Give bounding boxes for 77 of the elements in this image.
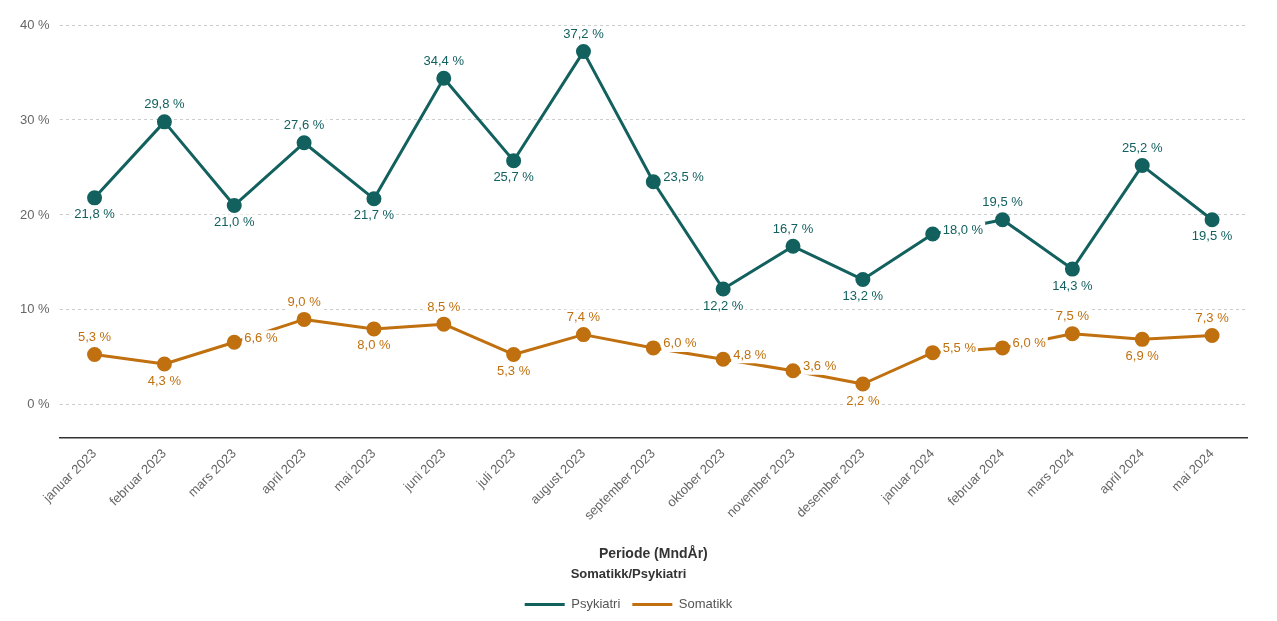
point (226, 334, 242, 350)
data-label: 29,8 % (144, 96, 186, 112)
point (226, 197, 242, 213)
data-label: 25,2 % (1121, 140, 1163, 156)
data-label: 7,5 % (1055, 308, 1090, 324)
data-label: 2,2 % (846, 392, 880, 408)
data-label: 5,3 % (77, 329, 112, 345)
data-label: 25,7 % (493, 169, 535, 185)
point (87, 190, 103, 206)
point (436, 316, 452, 332)
data-label: 7,3 % (1195, 310, 1230, 326)
point (1064, 261, 1080, 277)
data-label: 13,2 % (842, 288, 884, 304)
data-label: 5,5 % (942, 340, 977, 356)
legend-title: Somatikk/Psykiatri (570, 566, 687, 582)
data-label: 23,5 % (663, 169, 705, 185)
data-label: 6,6 % (244, 329, 278, 345)
point (296, 135, 312, 151)
data-label: 37,2 % (563, 26, 605, 42)
point (785, 363, 801, 379)
y-tick-label: 10 % (19, 301, 51, 317)
point (715, 351, 731, 367)
point (995, 340, 1011, 356)
point (925, 345, 941, 361)
point (1204, 328, 1220, 344)
data-label: 12,2 % (702, 297, 744, 313)
point (855, 272, 871, 288)
data-label: 6,0 % (663, 335, 697, 351)
legend-label: Psykiatri (571, 596, 621, 612)
point (1134, 158, 1150, 174)
point (366, 321, 382, 337)
point (87, 347, 103, 363)
data-label: 27,6 % (283, 117, 325, 133)
point (506, 153, 522, 169)
point (575, 44, 591, 60)
point (436, 70, 452, 86)
point (1204, 212, 1220, 228)
point (645, 174, 661, 190)
point (296, 311, 312, 327)
point (925, 226, 941, 242)
data-label: 16,7 % (772, 220, 814, 236)
data-label: 8,5 % (427, 298, 461, 314)
data-label: 8,0 % (357, 337, 391, 353)
point (366, 191, 382, 207)
data-label: 21,7 % (353, 207, 395, 223)
data-label: 4,8 % (733, 346, 767, 362)
data-label: 21,0 % (214, 214, 255, 230)
y-tick-label: 20 % (19, 206, 51, 222)
point (715, 281, 731, 297)
x-axis-title: Periode (MndÅr) (598, 544, 708, 561)
data-label: 5,3 % (497, 363, 531, 379)
data-label: 18,0 % (942, 221, 984, 237)
data-label: 9,0 % (287, 294, 322, 309)
data-label: 19,5 % (1191, 228, 1233, 244)
data-label: 7,4 % (566, 309, 601, 325)
point (156, 114, 172, 130)
data-label: 21,8 % (74, 206, 116, 222)
data-label: 4,3 % (147, 372, 182, 388)
data-label: 19,5 % (982, 194, 1024, 210)
point (785, 238, 801, 254)
point (1134, 331, 1150, 347)
point (995, 212, 1011, 228)
data-label: 6,0 % (1012, 335, 1047, 351)
point (1064, 326, 1080, 342)
data-label: 6,9 % (1125, 347, 1160, 363)
data-label: 34,4 % (423, 52, 465, 68)
legend-label: Somatikk (678, 596, 733, 612)
data-label: 3,6 % (803, 358, 837, 374)
data-label: 14,3 % (1052, 277, 1094, 293)
y-tick-label: 40 % (19, 16, 51, 32)
point (855, 376, 871, 392)
point (156, 356, 172, 372)
y-tick-label: 30 % (19, 111, 51, 127)
point (575, 327, 591, 343)
y-tick-label: 0 % (27, 396, 51, 412)
point (645, 340, 661, 356)
point (506, 347, 522, 363)
